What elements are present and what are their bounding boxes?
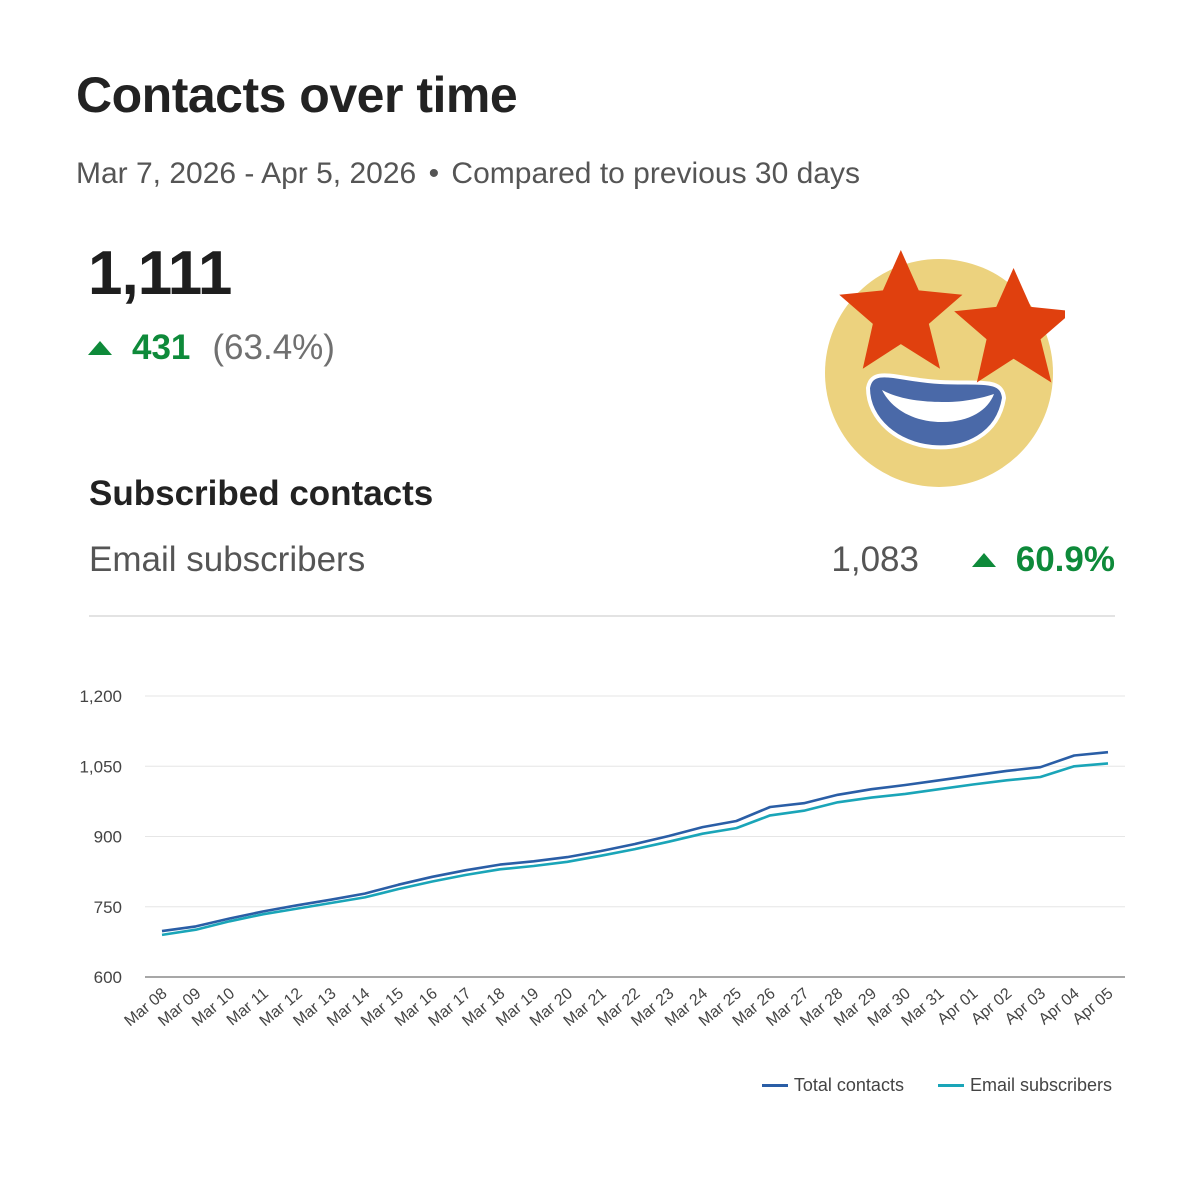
email-subscribers-change-percent: 60.9% xyxy=(1015,540,1115,579)
email-subscribers-value: 1,083 xyxy=(831,540,919,579)
y-tick-label: 1,200 xyxy=(79,687,122,706)
divider xyxy=(89,615,1115,617)
total-contacts-change: 431 (63.4%) xyxy=(88,328,335,368)
chart-legend: Total contacts Email subscribers xyxy=(728,1075,1112,1096)
section-title-subscribed: Subscribed contacts xyxy=(89,474,434,513)
y-tick-label: 750 xyxy=(94,898,122,917)
total-contacts-value: 1,111 xyxy=(88,239,232,308)
trend-up-icon xyxy=(971,553,996,567)
separator-dot: • xyxy=(428,157,440,190)
legend-label-email: Email subscribers xyxy=(969,1075,1112,1095)
emoji-right-star xyxy=(954,268,1065,383)
legend-item-email: Email subscribers xyxy=(937,1075,1112,1096)
date-range: Mar 7, 2026 - Apr 5, 2026 xyxy=(76,157,417,190)
page-title: Contacts over time xyxy=(76,67,518,123)
legend-label-total: Total contacts xyxy=(793,1075,904,1095)
comparison-text: Compared to previous 30 days xyxy=(451,157,860,190)
change-percent: (63.4%) xyxy=(212,328,335,367)
series-line-email-subscribers xyxy=(161,762,1109,937)
y-tick-label: 900 xyxy=(94,828,122,847)
email-subscribers-change: 60.9% xyxy=(971,540,1115,580)
email-subscribers-row: Email subscribers 1,083 60.9% xyxy=(89,540,1115,586)
series-line-total-contacts xyxy=(161,750,1109,933)
legend-swatch-email xyxy=(937,1084,964,1087)
trend-up-icon xyxy=(88,341,112,355)
emoji-left-star xyxy=(839,250,963,369)
y-tick-label: 600 xyxy=(94,968,122,987)
legend-item-total: Total contacts xyxy=(761,1075,904,1096)
emoji-teeth xyxy=(882,390,994,422)
legend-swatch-total xyxy=(761,1084,788,1087)
change-count: 431 xyxy=(132,328,191,367)
email-subscribers-label: Email subscribers xyxy=(89,540,366,579)
star-struck-face-icon xyxy=(825,250,1065,487)
date-range-subtitle: Mar 7, 2026 - Apr 5, 2026 • Compared to … xyxy=(76,157,860,191)
y-tick-label: 1,050 xyxy=(79,757,122,776)
